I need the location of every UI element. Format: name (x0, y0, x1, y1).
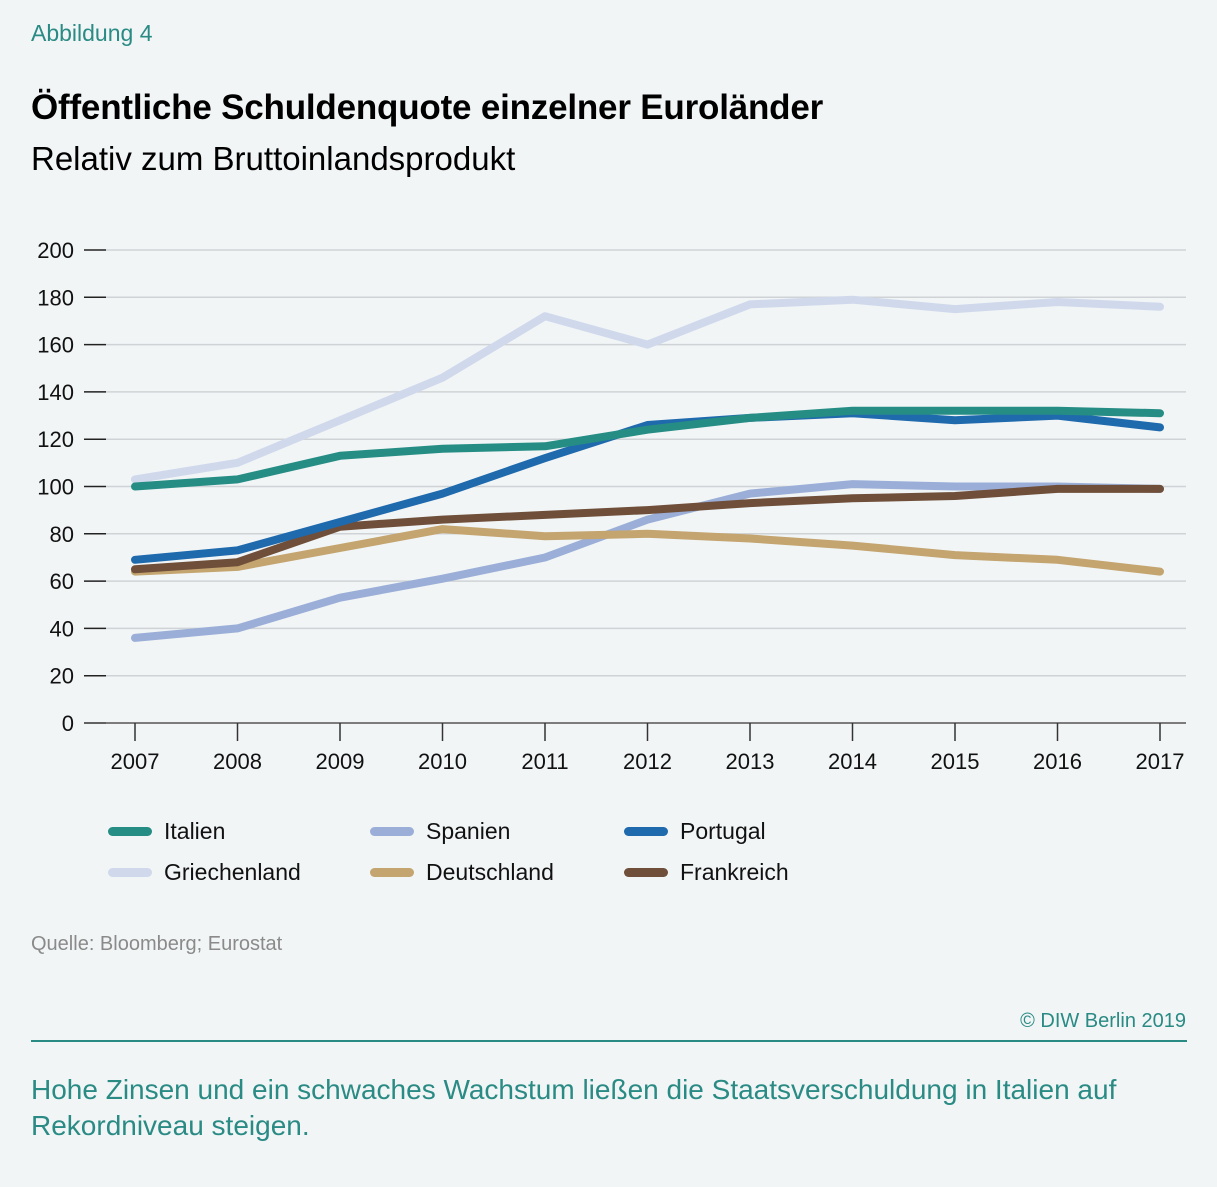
y-tick-label: 80 (50, 522, 74, 547)
y-tick-label: 40 (50, 616, 74, 641)
x-axis: 2007 2008 2009 2010 2011 2012 2013 2014 2015 2016… (84, 722, 1186, 774)
chart-subtitle: Relativ zum Bruttoinlandsprodukt (31, 140, 516, 177)
legend-swatch (370, 867, 414, 877)
legend-swatch (624, 826, 668, 836)
gridlines (106, 249, 1186, 677)
x-tick-label: 2008 (213, 749, 262, 774)
y-tick-label: 180 (37, 285, 74, 310)
legend-label: Spanien (426, 817, 511, 844)
series-line-portugal (131, 409, 1164, 564)
x-tick-label: 2011 (521, 749, 568, 774)
series-line-italien (131, 406, 1164, 491)
y-tick-label: 160 (37, 333, 74, 358)
x-tick-label: 2014 (828, 749, 877, 774)
legend: Italien Spanien Portugal Griechenland De… (108, 816, 868, 896)
legend-swatch (108, 867, 152, 877)
y-axis: 0 20 40 60 80 100 120 140 160 180 200 (37, 238, 106, 736)
legend-item-portugal: Portugal (624, 816, 766, 846)
y-tick-label: 20 (50, 664, 74, 689)
divider (31, 1040, 1187, 1042)
y-tick-label: 120 (37, 427, 74, 452)
y-tick-label: 200 (37, 238, 74, 263)
line-chart: 0 20 40 60 80 100 120 140 160 180 200 2007 2008 2009… (37, 238, 1186, 774)
x-tick-label: 2007 (111, 749, 160, 774)
legend-label: Italien (164, 817, 226, 844)
series-line-frankreich (131, 484, 1164, 574)
y-tick-label: 60 (50, 569, 74, 594)
y-tick-label: 0 (62, 711, 74, 736)
copyright: © DIW Berlin 2019 (1020, 1010, 1186, 1032)
source-note: Quelle: Bloomberg; Eurostat (31, 933, 283, 955)
figure-label: Abbildung 4 (31, 20, 153, 46)
x-tick-label: 2009 (316, 749, 365, 774)
legend-swatch (624, 867, 668, 877)
legend-item-spanien: Spanien (370, 816, 510, 846)
legend-item-griechenland: Griechenland (108, 857, 301, 887)
x-tick-label: 2012 (623, 749, 672, 774)
x-tick-label: 2016 (1033, 749, 1082, 774)
legend-swatch (108, 826, 152, 836)
series-line-deutschland (131, 525, 1164, 576)
legend-label: Portugal (680, 817, 766, 844)
legend-item-italien: Italien (108, 816, 225, 846)
legend-item-frankreich: Frankreich (624, 857, 789, 887)
caption: Hohe Zinsen und ein schwaches Wachstum l… (31, 1074, 1117, 1142)
series-lines (131, 295, 1164, 642)
series-line-griechenland (131, 295, 1164, 484)
chart-title: Öffentliche Schuldenquote einzelner Euro… (31, 88, 824, 127)
series-line-spanien (131, 480, 1164, 642)
legend-label: Frankreich (680, 858, 789, 885)
x-tick-label: 2010 (418, 749, 467, 774)
legend-swatch (370, 826, 414, 836)
x-tick-label: 2017 (1136, 749, 1185, 774)
x-tick-label: 2013 (726, 749, 775, 774)
y-tick-label: 100 (37, 475, 74, 500)
y-tick-label: 140 (37, 380, 74, 405)
legend-label: Griechenland (164, 858, 301, 885)
x-tick-label: 2015 (931, 749, 980, 774)
legend-item-deutschland: Deutschland (370, 857, 554, 887)
legend-label: Deutschland (426, 858, 554, 885)
